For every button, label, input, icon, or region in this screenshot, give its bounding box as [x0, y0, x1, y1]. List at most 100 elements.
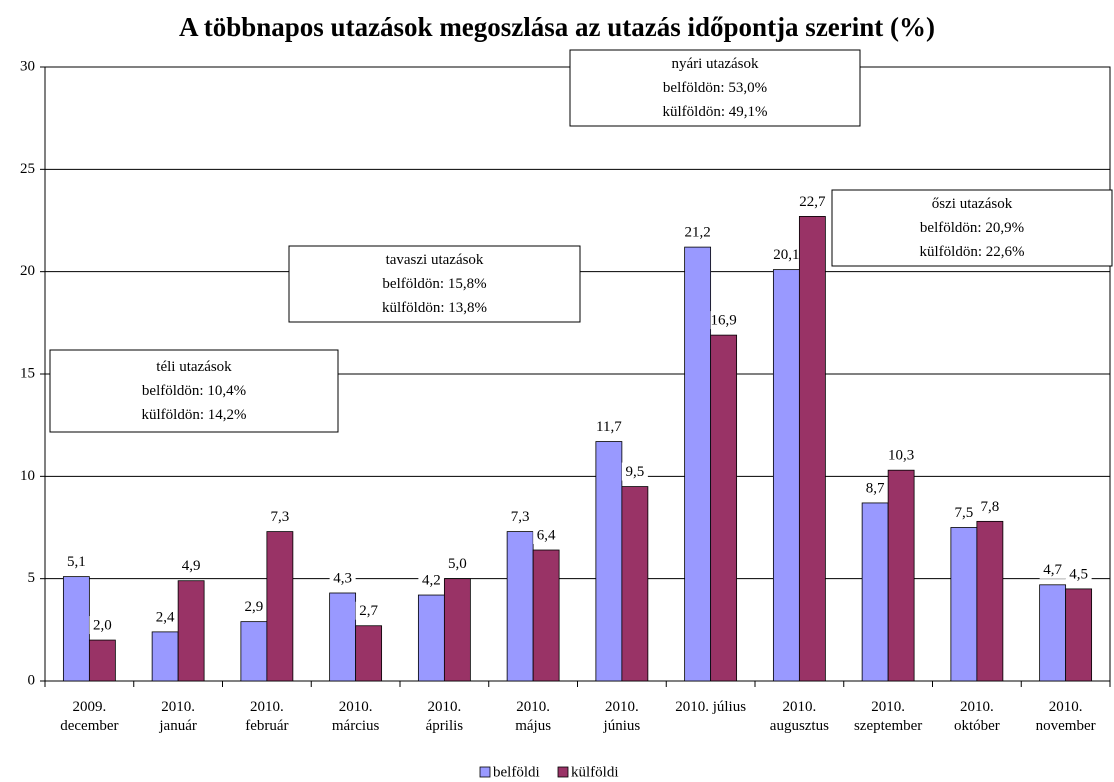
- annotation-line: külföldön: 13,8%: [382, 300, 487, 316]
- bar: [266, 531, 294, 682]
- y-tick-label: 30: [20, 58, 35, 74]
- y-tick-label: 15: [20, 365, 35, 381]
- value-label: 4,7: [1043, 562, 1062, 578]
- x-tick-label: 2010. szeptember: [853, 699, 923, 734]
- y-tick-label: 5: [28, 570, 36, 586]
- legend-label: külföldi: [571, 764, 619, 780]
- annotation-box: [288, 245, 581, 323]
- value-label-bg: [89, 616, 116, 635]
- annotation-title: őszi utazások: [932, 196, 1013, 212]
- bar: [887, 469, 915, 682]
- x-tick-label: 2010. február: [245, 699, 289, 734]
- value-label-bg: [444, 554, 471, 573]
- value-label: 10,3: [888, 448, 914, 464]
- value-label: 9,5: [626, 464, 645, 480]
- value-label-bg: [418, 571, 445, 590]
- value-label: 2,4: [156, 609, 175, 625]
- value-label: 2,0: [93, 618, 112, 634]
- annotation-box: [569, 49, 861, 127]
- bar: [443, 578, 471, 682]
- bar: [1065, 588, 1093, 682]
- bar: [861, 502, 889, 682]
- legend-label: belföldi: [493, 764, 540, 780]
- bar: [177, 580, 205, 682]
- bar: [772, 269, 800, 682]
- bar: [240, 621, 268, 682]
- legend-swatch: [557, 766, 569, 778]
- bar: [798, 216, 826, 682]
- value-label: 22,7: [799, 194, 826, 210]
- value-label: 5,0: [448, 556, 467, 572]
- value-label-bg: [266, 507, 293, 526]
- value-label-bg: [773, 245, 800, 264]
- value-label-bg: [152, 607, 179, 626]
- value-label: 6,4: [537, 527, 556, 543]
- bar: [684, 246, 712, 682]
- value-label-bg: [888, 446, 915, 465]
- value-label-bg: [178, 556, 205, 575]
- value-label-bg: [329, 568, 356, 587]
- bar: [710, 334, 738, 682]
- value-label: 4,3: [333, 570, 352, 586]
- y-tick-label: 25: [20, 161, 35, 177]
- value-label-bg: [595, 417, 622, 436]
- value-label-bg: [976, 497, 1003, 516]
- x-tick-label: 2010. április: [425, 699, 464, 734]
- y-tick-label: 0: [28, 672, 36, 688]
- value-label: 7,8: [981, 499, 1000, 515]
- bar: [151, 631, 179, 682]
- x-tick-label: 2010. május: [515, 699, 552, 734]
- value-label: 21,2: [685, 225, 711, 241]
- value-label: 4,5: [1069, 566, 1088, 582]
- annotation-line: belföldön: 15,8%: [382, 276, 486, 292]
- bar: [621, 486, 649, 682]
- value-label-bg: [621, 462, 648, 481]
- value-label: 2,9: [245, 599, 264, 615]
- bar: [950, 527, 978, 682]
- value-label-bg: [684, 223, 711, 242]
- annotation-title: nyári utazások: [671, 56, 759, 72]
- annotation-title: tavaszi utazások: [386, 252, 484, 268]
- value-label: 7,3: [271, 509, 290, 525]
- y-tick-label: 20: [20, 263, 35, 279]
- value-label-bg: [240, 597, 267, 616]
- x-tick-label: 2010. augusztus: [769, 699, 829, 734]
- y-tick-label: 10: [20, 468, 35, 484]
- x-tick-label: 2010. január: [159, 699, 197, 734]
- annotation-line: belföldön: 20,9%: [920, 220, 1024, 236]
- bar: [532, 549, 560, 682]
- value-label: 16,9: [711, 313, 737, 329]
- value-label-bg: [507, 507, 534, 526]
- value-label: 7,3: [511, 509, 530, 525]
- value-label-bg: [1065, 564, 1092, 583]
- x-tick-label: 2010. július: [675, 699, 747, 715]
- bar: [595, 441, 623, 682]
- value-label-bg: [1039, 560, 1066, 579]
- bar: [329, 592, 357, 682]
- value-label-bg: [799, 192, 826, 211]
- x-tick-label: 2010. március: [331, 699, 380, 734]
- value-label: 2,7: [359, 603, 378, 619]
- bar: [976, 520, 1004, 682]
- x-tick-label: 2010. november: [1035, 699, 1096, 734]
- annotation-box: [831, 189, 1113, 267]
- annotation-title: téli utazások: [156, 359, 232, 375]
- annotation-line: külföldön: 22,6%: [920, 244, 1025, 260]
- bar: [506, 531, 534, 682]
- annotation-line: külföldön: 49,1%: [663, 104, 768, 120]
- value-label-bg: [355, 601, 382, 620]
- bar: [417, 594, 445, 682]
- annotation-line: belföldön: 53,0%: [663, 80, 767, 96]
- value-label-bg: [950, 503, 977, 522]
- value-label: 20,1: [773, 247, 799, 263]
- value-label-bg: [533, 526, 560, 545]
- x-tick-label: 2010. október: [953, 699, 1000, 734]
- value-label: 5,1: [67, 554, 86, 570]
- bar: [62, 576, 90, 682]
- value-label-bg: [862, 478, 889, 497]
- annotation-line: belföldön: 10,4%: [142, 383, 246, 399]
- chart-title: A többnapos utazások megoszlása az utazá…: [179, 12, 935, 42]
- value-label: 4,9: [182, 558, 201, 574]
